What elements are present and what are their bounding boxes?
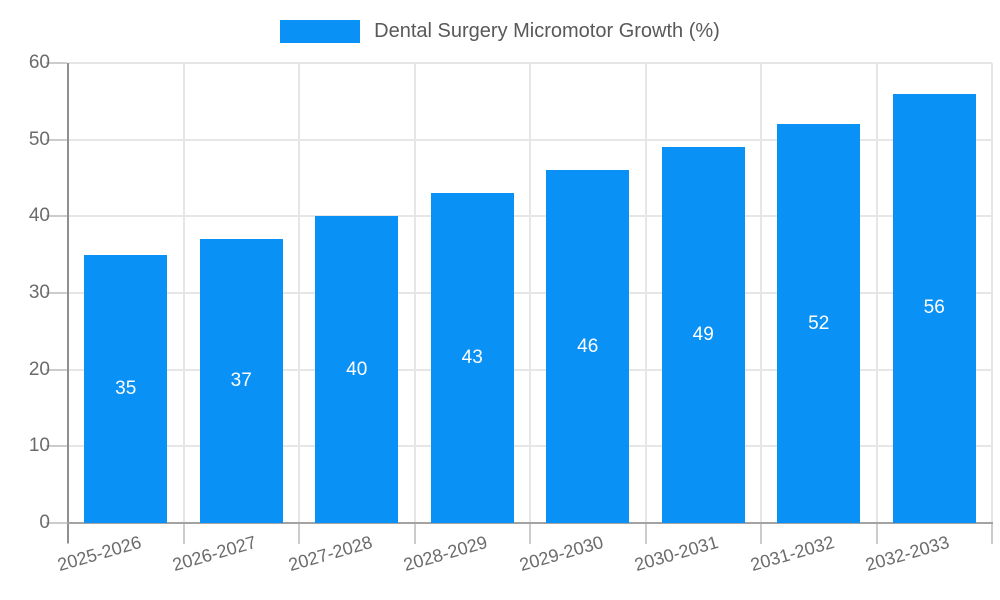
y-tick	[46, 62, 67, 64]
y-tick-label: 0	[39, 512, 50, 533]
bar-value-label: 56	[923, 297, 945, 319]
y-tick-label: 60	[28, 52, 50, 73]
x-gridline	[875, 63, 878, 523]
x-gridline	[991, 63, 993, 523]
x-tick	[529, 524, 531, 544]
bar-value-label: 46	[577, 335, 599, 357]
bar	[315, 216, 399, 523]
legend-swatch	[280, 20, 361, 43]
bar	[892, 93, 976, 523]
bar-value-label: 52	[808, 312, 830, 334]
x-tick	[760, 524, 762, 544]
x-tick	[644, 524, 647, 544]
bar-value-label: 40	[346, 358, 368, 380]
bar	[546, 170, 630, 523]
bar	[777, 124, 861, 523]
x-gridline	[644, 63, 647, 523]
y-tick	[46, 215, 67, 218]
legend: Dental Surgery Micromotor Growth (%)	[0, 20, 1000, 43]
y-tick-label: 10	[28, 435, 50, 457]
y-tick	[46, 292, 67, 294]
bar-value-label: 35	[115, 377, 137, 399]
x-tick	[991, 524, 993, 544]
x-gridline	[182, 63, 185, 523]
y-tick	[46, 445, 67, 448]
bar	[430, 193, 514, 523]
bar	[84, 254, 168, 523]
y-tick-label: 40	[28, 205, 50, 227]
bar	[199, 239, 283, 523]
x-axis-line	[67, 522, 993, 524]
y-tick-label: 20	[28, 358, 50, 380]
x-gridline	[760, 63, 762, 523]
y-tick-label: 50	[28, 128, 50, 150]
bar-value-label: 43	[461, 347, 483, 369]
y-tick	[46, 522, 67, 524]
x-gridline	[529, 63, 531, 523]
x-gridline	[298, 63, 300, 523]
y-tick	[46, 368, 67, 371]
y-tick	[46, 138, 67, 141]
x-tick	[298, 524, 300, 544]
x-gridline	[413, 63, 416, 523]
legend-label: Dental Surgery Micromotor Growth (%)	[374, 20, 720, 42]
x-tick	[875, 524, 878, 544]
bar-value-label: 49	[692, 324, 714, 346]
y-axis-line	[67, 63, 69, 543]
x-tick	[413, 524, 416, 544]
x-tick	[182, 524, 185, 544]
y-tick-label: 30	[28, 282, 50, 303]
bar	[661, 147, 745, 523]
bar-value-label: 37	[230, 370, 252, 392]
